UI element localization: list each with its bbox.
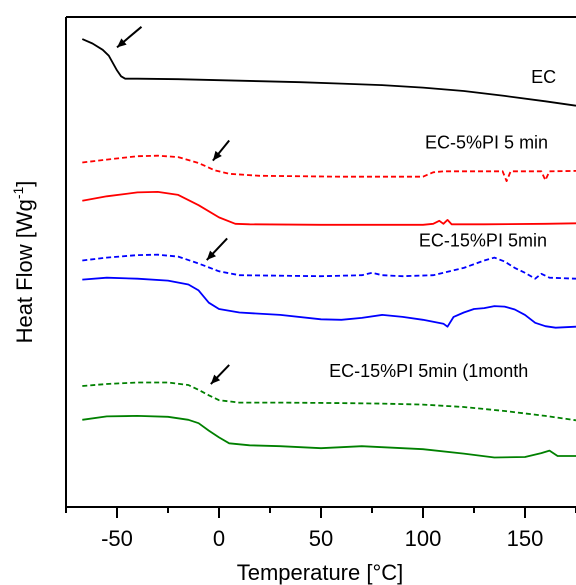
series-line-4 (82, 253, 576, 280)
y-axis-title-main: Heat Flow [Wg (12, 199, 37, 343)
plot-frame (65, 16, 576, 508)
series-line-3 (82, 191, 576, 226)
x-tick-label: 0 (213, 526, 225, 551)
series-group (81, 38, 576, 459)
annotation-arrow-head (210, 374, 221, 385)
series-label: EC-15%PI 5min (419, 230, 547, 250)
x-tick-label: -50 (101, 526, 133, 551)
y-axis-title: Heat Flow [Wg-1] (10, 181, 37, 344)
y-axis-title-suffix: ] (12, 181, 37, 187)
x-axis-ticks: -50 0 50 100 150 (65, 507, 576, 551)
series-label: EC-15%PI 5min (1month (329, 361, 528, 381)
series-line-7 (82, 415, 576, 459)
x-tick-label: 150 (507, 526, 544, 551)
x-tick-label: 50 (309, 526, 333, 551)
series-line-6 (82, 381, 576, 422)
series-labels: EC EC-5%PI 5 min EC-15%PI 5min EC-15%PI 5mi… (329, 67, 556, 381)
x-axis-title: Temperature [°C] (237, 560, 404, 585)
series-label: EC-5%PI 5 min (425, 132, 548, 152)
x-tick-label: 100 (405, 526, 442, 551)
series-line-2 (82, 154, 576, 182)
series-line-1 (81, 38, 576, 107)
annotation-arrow-head (212, 150, 222, 161)
annotation-arrow-head (206, 250, 216, 261)
series-label: EC (531, 67, 556, 87)
annotation-arrow-head (117, 38, 127, 48)
annotation-arrows (116, 26, 230, 385)
series-line-5 (82, 276, 576, 329)
y-axis-title-superscript: -1 (10, 186, 26, 199)
